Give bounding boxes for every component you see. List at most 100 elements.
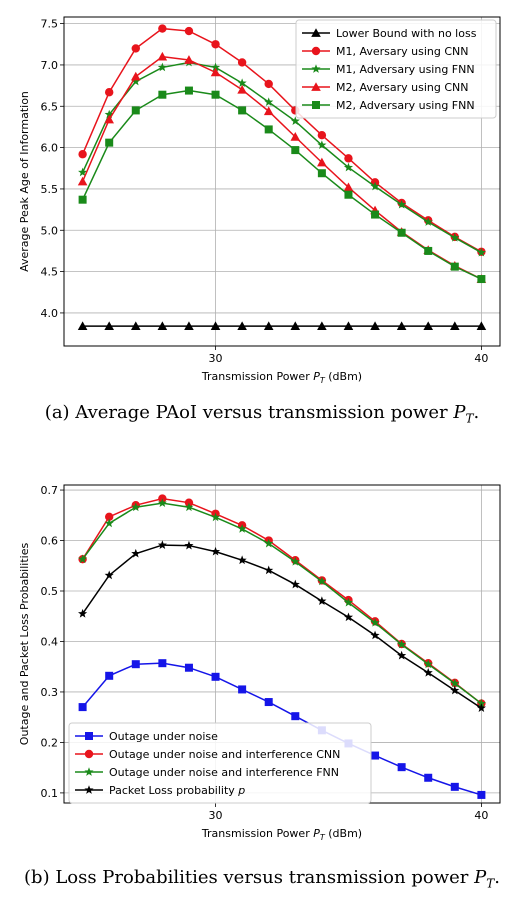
- figb-series-0-point-5: [211, 672, 220, 681]
- caption-a: (a) Average PAoI versus transmission pow…: [0, 402, 524, 426]
- figa-series-4-point-13: [424, 246, 433, 255]
- figa-series-2-point-0: [78, 167, 88, 177]
- figb-ytick-label-5: 0.6: [41, 535, 59, 548]
- figa-series-1-point-0: [78, 150, 87, 159]
- figb-ytick-label-0: 0.1: [41, 787, 59, 800]
- caption-a-subscript: T: [465, 411, 474, 426]
- figa-series-4-point-6: [238, 106, 247, 115]
- figa-series-2-point-8: [290, 116, 300, 126]
- figa-xtick-label-1: 40: [474, 352, 488, 365]
- figa-ytick-label-4: 6.0: [41, 142, 59, 155]
- figa-series-4-point-0: [78, 195, 87, 204]
- figa-series-4-point-15: [477, 275, 486, 284]
- figa-legend-swatch-marker-4: [312, 101, 320, 109]
- figb-series-0-point-14: [450, 782, 459, 791]
- figb-series-3-point-11: [370, 630, 380, 640]
- figb-legend-entry-1: Outage under noise and interference CNN: [75, 748, 340, 761]
- figa-series-3-point-10: [343, 182, 354, 192]
- caption-b: (b) Loss Probabilities versus transmissi…: [0, 867, 524, 891]
- figb-series-2-point-9: [317, 576, 327, 586]
- figb-legend-label-1: Outage under noise and interference CNN: [109, 748, 340, 761]
- figa-series-4-point-8: [291, 146, 300, 155]
- figa-legend-entry-3: M2, Aversary using CNN: [302, 81, 469, 94]
- figa-xtick-label-0: 30: [209, 352, 223, 365]
- figb-series-2-point-1: [104, 518, 114, 528]
- chart-a: 30 40 4.0 4.5 5.0 5.5 6.0 6.5 7.0 7.5 Transmission…: [18, 16, 501, 385]
- chart-b: 30 40 0.1 0.2 0.3 0.4 0.5 0.6 0.7 Transmission Po…: [18, 484, 501, 842]
- figb-ytick-label-6: 0.7: [41, 484, 59, 497]
- figb-series-2-point-11: [370, 618, 380, 627]
- figb-series-0-line: [82, 662, 482, 796]
- figb-series-3: [78, 540, 486, 712]
- figa-series-4-line: [81, 89, 482, 280]
- figa-series-1-point-2: [131, 44, 140, 53]
- figa-series-0-point-4: [184, 321, 194, 331]
- figa-series-2-point-1: [104, 109, 114, 119]
- figb-series-2-point-3: [157, 498, 167, 508]
- figa-series-1-point-9: [317, 131, 327, 140]
- figb-series-2-line: [82, 502, 482, 705]
- figa-series-0-point-9: [317, 321, 327, 331]
- figb-series-3-point-2: [131, 548, 141, 558]
- figa-series-4: [78, 86, 486, 284]
- figa-series-3-point-3: [157, 51, 168, 61]
- figb-series-0-point-12: [397, 763, 406, 772]
- figb-series-2-point-12: [397, 639, 407, 649]
- figa-series-2-point-11: [370, 181, 380, 191]
- figa-series-4-point-3: [158, 90, 167, 99]
- figa-axes-frame: [63, 16, 501, 347]
- figa-series-4-point-1: [105, 138, 114, 147]
- figb-series-2-point-10: [343, 597, 354, 607]
- figa-legend-label-0: Lower Bound with no loss: [336, 27, 477, 40]
- figb-series-2-point-5: [210, 512, 221, 522]
- figa-series-4-point-14: [450, 262, 459, 271]
- figb-series-1-point-1: [104, 512, 114, 521]
- figa-series-1-point-10: [344, 154, 353, 163]
- figa-ytick-label-1: 4.5: [41, 266, 59, 279]
- figa-series-2-point-13: [423, 217, 433, 226]
- figa-legend-label-4: M2, Adversary using FNN: [336, 99, 475, 112]
- figa-series-0-point-11: [370, 321, 380, 331]
- figa-series-2-point-7: [264, 97, 274, 107]
- figa-series-4-point-11: [371, 210, 380, 219]
- figb-series-0-point-7: [264, 698, 273, 707]
- figa-series-0-point-15: [476, 321, 487, 331]
- figa-series-1-point-3: [158, 24, 167, 33]
- figa-ytick-label-5: 6.5: [41, 100, 59, 113]
- figb-legend-entry-2: Outage under noise and interference FNN: [75, 766, 339, 779]
- figa-legend-box: [295, 19, 497, 119]
- figb-ytick-label-3: 0.4: [41, 635, 59, 648]
- figb-series-3-point-1: [104, 570, 114, 580]
- figb-series-0-point-13: [424, 773, 433, 782]
- figa-series-0-point-7: [263, 321, 274, 331]
- figb-legend-label-2: Outage under noise and interference FNN: [109, 766, 339, 779]
- figb-xtick-label-0: 30: [209, 809, 223, 822]
- figa-series-1: [78, 24, 486, 256]
- figb-legend-label-0: Outage under noise: [109, 730, 218, 743]
- figb-series-0-point-4: [184, 663, 193, 672]
- figa-legend-entry-4: M2, Adversary using FNN: [302, 99, 475, 112]
- caption-a-text: (a) Average PAoI versus transmission pow…: [44, 402, 448, 423]
- figa-series-1-line: [81, 27, 482, 253]
- figb-series-3-point-0: [78, 608, 88, 618]
- figa-series-2-point-2: [131, 76, 141, 86]
- figb-ytick-label-2: 0.3: [41, 686, 59, 699]
- figb-xtick-label-1: 40: [474, 809, 488, 822]
- figb-series-3-line: [81, 544, 482, 709]
- figa-legend-swatch-marker-0: [311, 28, 321, 37]
- figa-series-1-point-5: [211, 40, 220, 49]
- figb-series-3-point-13: [423, 667, 433, 677]
- figb-series-2-point-2: [131, 502, 141, 512]
- figa-series-0-point-0: [77, 321, 88, 331]
- figb-series-3-point-7: [264, 565, 274, 575]
- caption-b-end: .: [494, 867, 500, 888]
- figb-series-2-point-8: [290, 556, 300, 566]
- figa-legend-entry-2: M1, Adversary using FNN: [302, 63, 475, 76]
- figa-series-0-point-1: [104, 321, 114, 331]
- figa-legend-label-1: M1, Aversary using CNN: [336, 45, 469, 58]
- figa-legend-swatch-marker-1: [311, 46, 321, 56]
- figb-series-3-point-5: [210, 546, 221, 556]
- figa-series-0-point-10: [343, 321, 354, 331]
- figa-series-2-point-3: [157, 62, 167, 72]
- figb-series-0-point-15: [477, 790, 486, 799]
